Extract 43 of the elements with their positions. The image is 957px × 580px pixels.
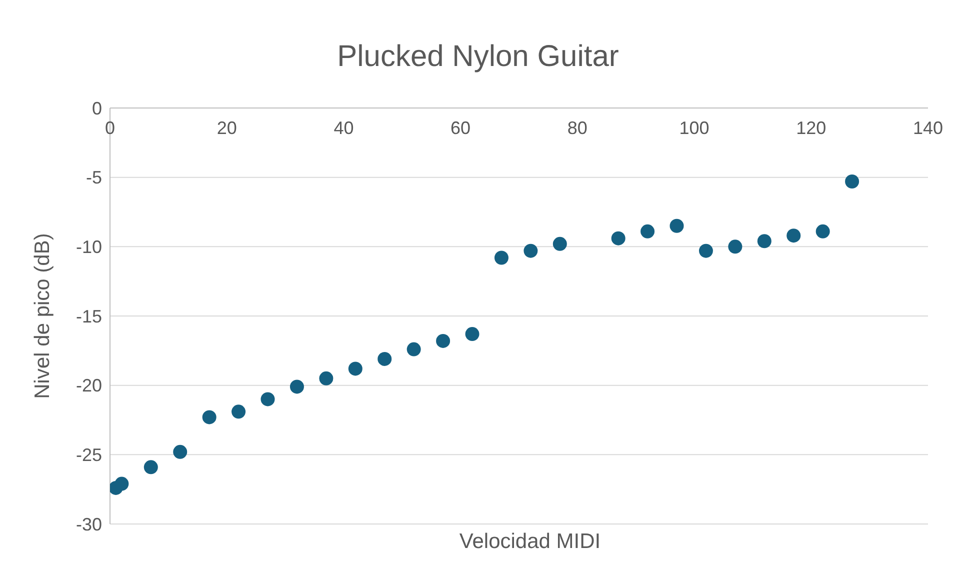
point (202, 410, 216, 424)
point (114, 476, 129, 491)
x-tick-label: 140 (912, 118, 944, 138)
point (406, 342, 421, 356)
x-axis-title: Velocidad MIDI (458, 530, 602, 554)
point (319, 371, 334, 386)
point (786, 228, 801, 243)
point (144, 460, 158, 474)
point (494, 250, 508, 265)
x-tick-label: 0 (104, 118, 116, 138)
point (524, 244, 538, 258)
point (670, 218, 684, 233)
y-tick-label: -30 (76, 514, 102, 534)
point (465, 327, 480, 342)
y-tick-label: -5 (86, 168, 102, 188)
y-tick-label: -25 (76, 445, 102, 466)
point (728, 240, 742, 254)
point (436, 334, 450, 348)
y-tick-label: -10 (76, 237, 102, 258)
x-tick-label: 20 (216, 118, 237, 138)
chart-title: Plucked Nylon Guitar (336, 40, 620, 74)
point (173, 444, 188, 459)
point (698, 244, 713, 258)
point (845, 174, 860, 188)
y-tick-label: -20 (76, 376, 102, 396)
point (260, 392, 275, 406)
point (232, 404, 246, 419)
x-tick-label: 80 (567, 118, 588, 138)
point (552, 236, 567, 251)
x-tick-label: 120 (796, 118, 826, 138)
point (611, 231, 626, 246)
x-tick-label: 40 (334, 118, 354, 138)
point (757, 234, 772, 248)
y-tick-label: -15 (76, 306, 102, 326)
y-axis-title: Nivel de pico (dB) (31, 232, 55, 398)
point (816, 224, 830, 238)
x-tick-label: 60 (450, 118, 471, 138)
y-tick-label: 0 (92, 98, 102, 118)
point (348, 362, 362, 376)
point (290, 380, 304, 394)
point (378, 352, 392, 366)
point (640, 224, 655, 238)
x-tick-label: 100 (679, 118, 710, 138)
